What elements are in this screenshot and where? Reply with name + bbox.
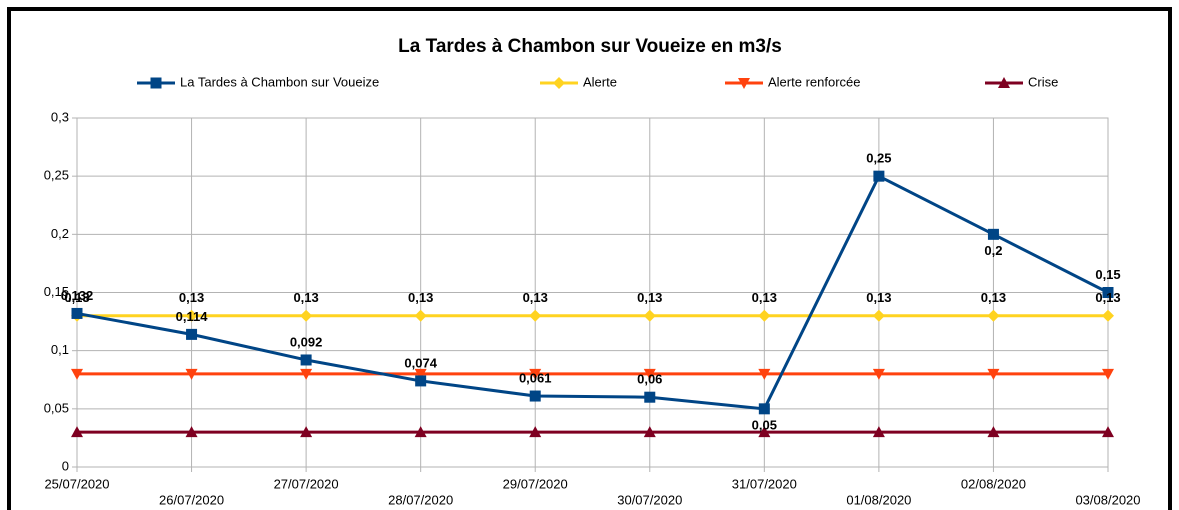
chart-title: La Tardes à Chambon sur Voueize en m3/s bbox=[398, 36, 782, 57]
data-point bbox=[758, 368, 771, 380]
legend-marker bbox=[738, 78, 750, 89]
data-point bbox=[414, 368, 427, 380]
data-label: 0,13 bbox=[1095, 290, 1120, 305]
y-tick-label: 0,15 bbox=[44, 284, 69, 299]
data-label: 0,114 bbox=[176, 309, 209, 324]
legend-marker bbox=[150, 77, 162, 89]
data-point bbox=[71, 426, 83, 438]
data-point bbox=[873, 170, 885, 182]
data-label: 0,061 bbox=[519, 370, 552, 385]
legend-marker bbox=[553, 77, 565, 89]
data-label: 0,2 bbox=[984, 243, 1002, 258]
data-point bbox=[643, 426, 656, 438]
x-tick-label: 26/07/2020 bbox=[159, 492, 224, 507]
data-label: 0,05 bbox=[752, 417, 777, 432]
legend-label: Crise bbox=[1028, 74, 1058, 89]
legend-label: Alerte renforcée bbox=[768, 74, 861, 89]
data-point bbox=[643, 309, 656, 322]
data-point bbox=[300, 426, 313, 438]
data-point bbox=[758, 309, 771, 322]
data-point bbox=[644, 391, 656, 403]
data-point bbox=[529, 426, 542, 438]
data-label: 0,092 bbox=[290, 334, 323, 349]
data-point bbox=[758, 426, 771, 438]
data-point bbox=[872, 368, 885, 380]
x-tick-label: 28/07/2020 bbox=[388, 492, 453, 507]
x-tick-label: 01/08/2020 bbox=[846, 492, 911, 507]
data-label: 0,13 bbox=[64, 290, 89, 305]
data-point bbox=[987, 309, 1000, 322]
data-point bbox=[758, 403, 770, 415]
data-point bbox=[1102, 368, 1114, 380]
data-point bbox=[643, 368, 656, 380]
data-label: 0,13 bbox=[179, 290, 204, 305]
data-point bbox=[529, 309, 542, 322]
x-tick-label: 25/07/2020 bbox=[44, 476, 109, 491]
y-tick-label: 0,1 bbox=[51, 342, 69, 357]
data-label: 0,15 bbox=[1095, 267, 1120, 282]
x-tick-label: 03/08/2020 bbox=[1075, 492, 1140, 507]
data-point bbox=[1102, 309, 1114, 322]
data-point bbox=[415, 375, 427, 387]
data-point bbox=[872, 309, 885, 322]
data-point bbox=[529, 390, 541, 402]
data-point bbox=[1102, 287, 1114, 298]
data-label: 0,13 bbox=[981, 290, 1006, 305]
data-point bbox=[1102, 426, 1114, 438]
y-tick-label: 0 bbox=[62, 458, 69, 473]
data-label: 0,25 bbox=[866, 151, 891, 166]
data-label: 0,132 bbox=[61, 288, 94, 303]
data-point bbox=[529, 368, 542, 380]
legend-marker bbox=[998, 77, 1010, 88]
data-label: 0,074 bbox=[404, 355, 437, 370]
x-tick-label: 27/07/2020 bbox=[274, 476, 339, 491]
data-point bbox=[987, 368, 1000, 380]
series-line bbox=[76, 174, 1109, 411]
data-point bbox=[186, 328, 198, 340]
x-tick-label: 31/07/2020 bbox=[732, 476, 797, 491]
data-point bbox=[71, 368, 83, 380]
data-label: 0,13 bbox=[637, 290, 662, 305]
data-label: 0,13 bbox=[293, 290, 318, 305]
data-label: 0,13 bbox=[408, 290, 433, 305]
data-point bbox=[300, 354, 312, 366]
chart-frame bbox=[7, 7, 1172, 510]
data-point bbox=[71, 307, 83, 319]
data-point bbox=[185, 368, 198, 380]
data-point bbox=[987, 426, 1000, 438]
y-tick-label: 0,25 bbox=[44, 168, 69, 183]
data-point bbox=[414, 309, 427, 322]
data-label: 0,13 bbox=[866, 290, 891, 305]
data-label: 0,13 bbox=[752, 290, 777, 305]
data-point bbox=[185, 426, 198, 438]
data-point bbox=[872, 426, 885, 438]
data-point bbox=[300, 309, 313, 322]
legend-label: Alerte bbox=[583, 74, 617, 89]
data-point bbox=[185, 309, 198, 322]
y-tick-label: 0,3 bbox=[51, 109, 69, 124]
data-point bbox=[987, 228, 999, 240]
x-tick-label: 29/07/2020 bbox=[503, 476, 568, 491]
data-label: 0,06 bbox=[637, 372, 662, 387]
data-label: 0,13 bbox=[523, 290, 548, 305]
y-tick-label: 0,05 bbox=[44, 400, 69, 415]
x-tick-label: 02/08/2020 bbox=[961, 476, 1026, 491]
legend-label: La Tardes à Chambon sur Voueize bbox=[180, 74, 379, 89]
y-tick-label: 0,2 bbox=[51, 226, 69, 241]
data-point bbox=[414, 426, 427, 438]
data-point bbox=[300, 368, 313, 380]
x-tick-label: 30/07/2020 bbox=[617, 492, 682, 507]
